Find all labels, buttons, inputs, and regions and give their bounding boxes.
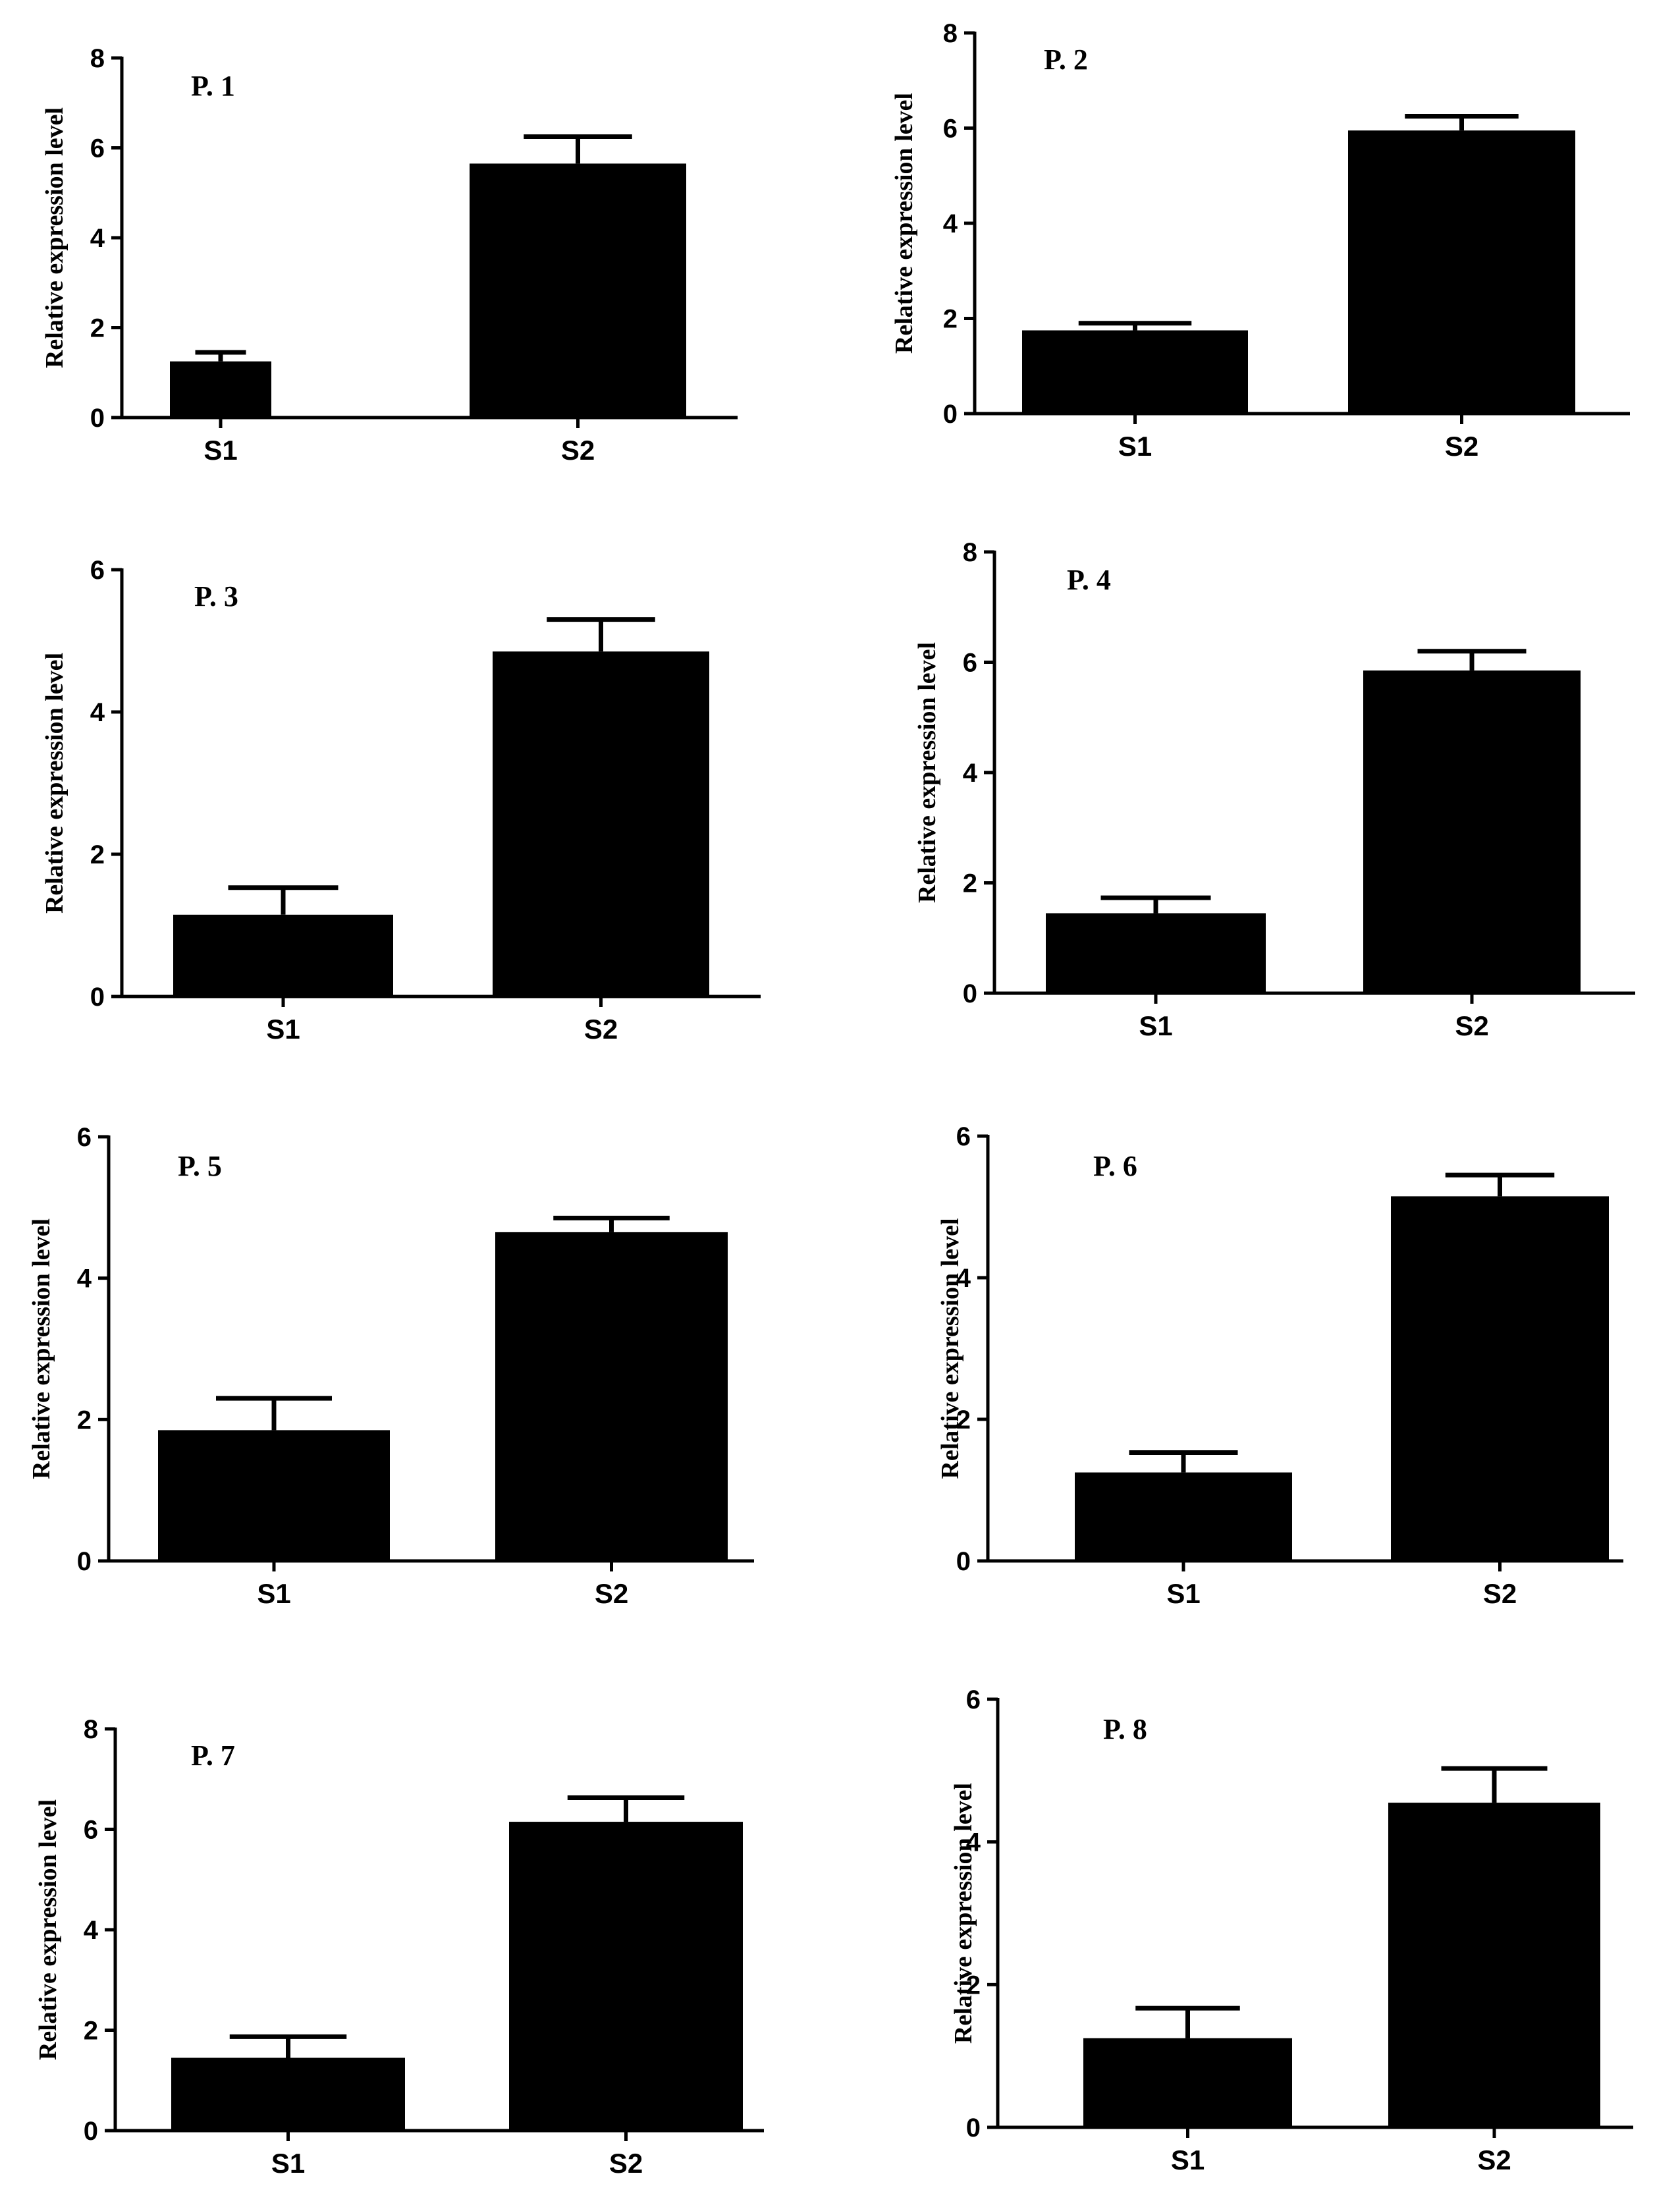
x-tick-label-s2: S2 xyxy=(1445,431,1478,462)
y-tick-label: 8 xyxy=(90,44,105,73)
bar-s2 xyxy=(495,1232,728,1561)
y-tick-label: 4 xyxy=(90,698,105,727)
y-tick-label: 2 xyxy=(90,314,105,343)
x-tick-label-s2: S2 xyxy=(609,2148,643,2179)
y-tick-label: 6 xyxy=(90,134,105,163)
y-tick-label: 0 xyxy=(943,400,958,429)
y-tick-label: 6 xyxy=(77,1123,92,1152)
panel-title: P. 4 xyxy=(1067,564,1111,596)
x-tick-label-s1: S1 xyxy=(1171,2144,1205,2175)
y-tick-label: 2 xyxy=(90,840,105,869)
x-tick-label-s2: S2 xyxy=(1455,1010,1488,1041)
y-tick-label: 0 xyxy=(90,983,105,1012)
bar-s1 xyxy=(1083,2038,1292,2127)
panel-title: P. 8 xyxy=(1103,1713,1147,1745)
y-axis-label: Relative expression level xyxy=(34,1799,62,2060)
y-tick-label: 6 xyxy=(90,556,105,585)
y-tick-label: 6 xyxy=(963,649,977,678)
chart-panel-8: 0 2 4 6 S1 S2 Relative expression level P. 8 xyxy=(950,1685,1633,2175)
chart-panel-1: 0 2 4 6 8 S1 S2 Relative expression level P. 1 xyxy=(41,44,738,466)
y-axis-label: Relative expression level xyxy=(41,107,68,368)
panel-title: P. 7 xyxy=(191,1739,235,1772)
y-tick-label: 8 xyxy=(84,1715,98,1744)
panel-title: P. 6 xyxy=(1093,1150,1137,1182)
y-tick-label: 4 xyxy=(966,1828,981,1857)
bar-s1 xyxy=(173,914,393,996)
y-axis-label: Relative expression level xyxy=(41,653,68,914)
chart-panel-5: 0 2 4 6 S1 S2 Relative expression level P. 5 xyxy=(28,1123,754,1609)
y-tick-label: 2 xyxy=(84,2017,98,2046)
chart-panel-2: 0 2 4 6 8 S1 S2 Relative expression level P. 2 xyxy=(890,19,1630,462)
y-tick-label: 0 xyxy=(77,1547,92,1576)
y-axis-label: Relative expression level xyxy=(936,1218,964,1479)
y-tick-label: 6 xyxy=(966,1685,981,1714)
y-tick-label: 0 xyxy=(84,2117,98,2146)
x-tick-label-s1: S1 xyxy=(203,435,237,466)
y-tick-label: 4 xyxy=(963,759,978,788)
y-tick-label: 2 xyxy=(966,1971,981,2000)
y-tick-label: 2 xyxy=(77,1405,92,1434)
bar-s2 xyxy=(1348,130,1575,414)
y-tick-label: 2 xyxy=(963,869,977,898)
x-tick-label-s1: S1 xyxy=(266,1014,300,1045)
y-axis-label: Relative expression level xyxy=(950,1783,977,2044)
y-axis-label: Relative expression level xyxy=(913,642,941,903)
y-tick-label: 2 xyxy=(956,1405,971,1434)
y-tick-label: 0 xyxy=(90,404,105,433)
bar-s1 xyxy=(170,361,271,418)
x-tick-label-s1: S1 xyxy=(271,2148,305,2179)
x-tick-label-s1: S1 xyxy=(1139,1010,1172,1041)
x-tick-label-s2: S2 xyxy=(1483,1578,1517,1609)
panel-title: P. 1 xyxy=(191,70,235,102)
y-tick-label: 4 xyxy=(956,1264,971,1293)
bar-s1 xyxy=(1046,913,1266,993)
y-tick-label: 4 xyxy=(84,1916,99,1945)
y-axis-label: Relative expression level xyxy=(890,93,918,354)
y-tick-label: 4 xyxy=(943,209,958,238)
bar-s2 xyxy=(470,163,686,418)
chart-panel-7: 0 2 4 6 8 S1 S2 Relative expression level P. 7 xyxy=(34,1715,764,2179)
bar-s2 xyxy=(509,1822,743,2131)
y-tick-label: 6 xyxy=(943,115,958,144)
y-tick-label: 0 xyxy=(966,2114,981,2142)
y-tick-label: 6 xyxy=(956,1122,971,1151)
x-tick-label-s1: S1 xyxy=(257,1578,290,1609)
panel-title: P. 5 xyxy=(178,1150,222,1182)
bar-s2 xyxy=(1391,1196,1609,1561)
bar-s1 xyxy=(158,1430,390,1561)
y-tick-label: 4 xyxy=(77,1265,92,1294)
panel-title: P. 3 xyxy=(194,580,238,613)
bar-s1 xyxy=(1075,1472,1292,1561)
x-tick-label-s2: S2 xyxy=(584,1014,618,1045)
y-tick-label: 8 xyxy=(963,538,977,567)
bar-s2 xyxy=(493,651,709,996)
chart-panel-3: 0 2 4 6 S1 S2 Relative expression level P. 3 xyxy=(41,556,761,1045)
bar-s1 xyxy=(171,2058,405,2131)
y-tick-label: 0 xyxy=(956,1547,971,1576)
bar-s2 xyxy=(1363,670,1581,993)
x-tick-label-s1: S1 xyxy=(1118,431,1152,462)
y-tick-label: 4 xyxy=(90,224,105,253)
y-tick-label: 2 xyxy=(943,305,958,334)
x-tick-label-s2: S2 xyxy=(1477,2144,1511,2175)
y-tick-label: 8 xyxy=(943,19,958,48)
panel-title: P. 2 xyxy=(1044,43,1088,76)
chart-panel-6: 0 2 4 6 S1 S2 Relative expression level P. 6 xyxy=(936,1122,1623,1609)
y-axis-label: Relative expression level xyxy=(28,1218,55,1479)
bar-s1 xyxy=(1022,330,1248,414)
x-tick-label-s1: S1 xyxy=(1166,1578,1200,1609)
bar-s2 xyxy=(1388,1803,1600,2127)
chart-panel-4: 0 2 4 6 8 S1 S2 Relative expression level P. 4 xyxy=(913,538,1635,1041)
x-tick-label-s2: S2 xyxy=(561,435,595,466)
y-tick-label: 0 xyxy=(963,979,977,1008)
x-tick-label-s2: S2 xyxy=(595,1578,628,1609)
y-tick-label: 6 xyxy=(84,1816,98,1845)
